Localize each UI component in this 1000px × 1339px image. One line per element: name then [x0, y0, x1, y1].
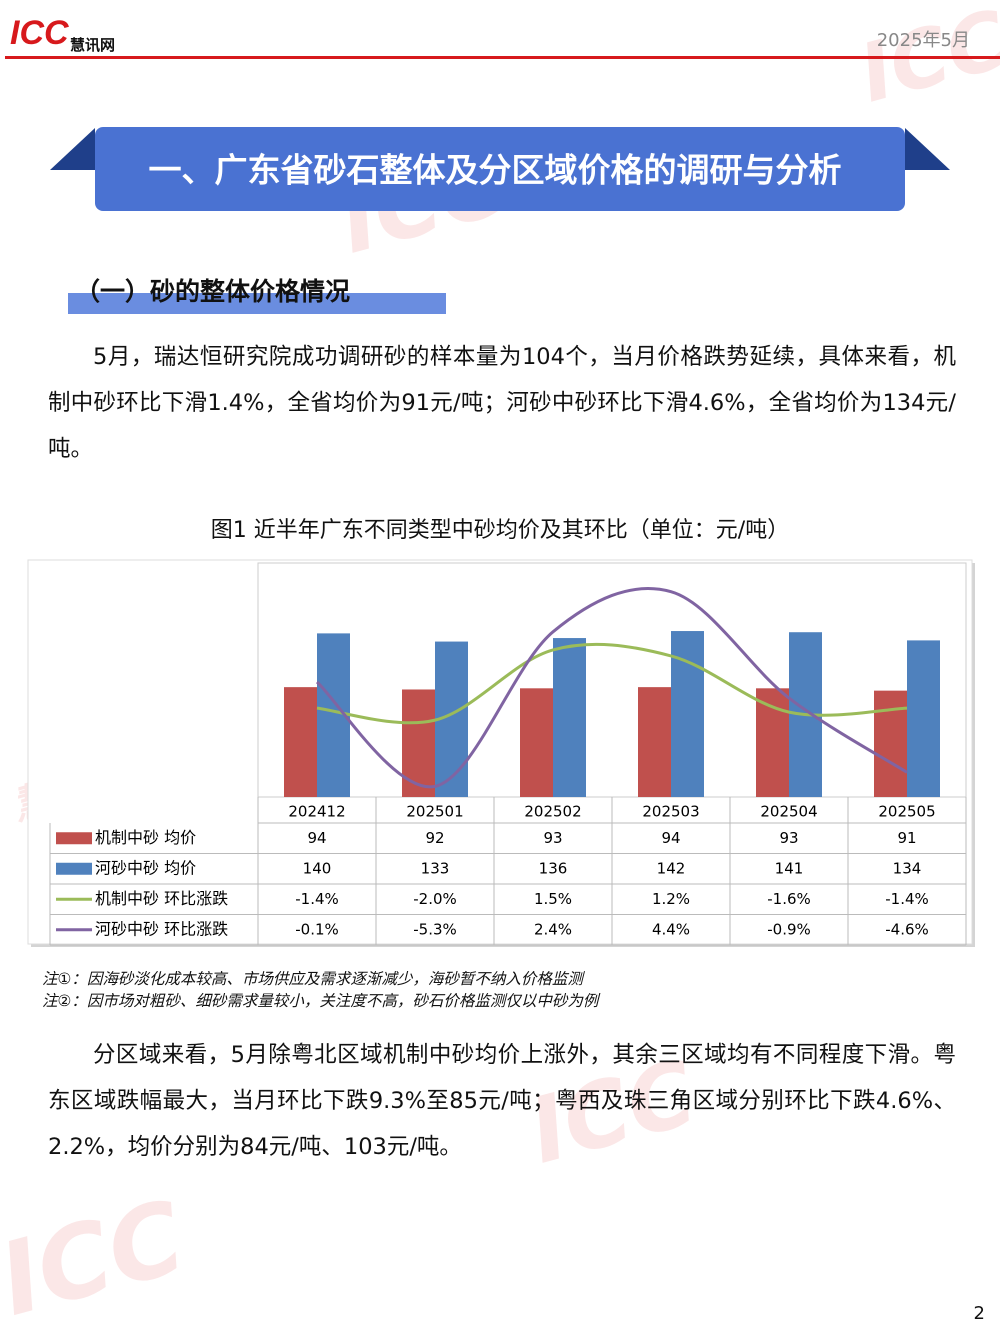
- legend-swatch: [56, 832, 92, 845]
- legend-swatch: [56, 862, 92, 875]
- table-cell: 142: [657, 859, 686, 877]
- table-cell: -5.3%: [413, 920, 457, 938]
- bar: [756, 688, 789, 797]
- logo-sub: 慧讯网: [70, 36, 116, 54]
- watermark: ICC: [0, 1178, 196, 1339]
- chart: 202412 202501 202502 202503 202504 202505 机制中砂…: [27, 559, 975, 947]
- table-cell: -1.4%: [885, 890, 929, 908]
- header-date: 2025年5月: [876, 30, 970, 51]
- table-cell: -0.1%: [295, 920, 339, 938]
- table-cell: 141: [775, 859, 804, 877]
- table-cell: -0.9%: [767, 920, 811, 938]
- page-number: 2: [973, 1303, 985, 1324]
- section-title: 一、广东省砂石整体及分区域价格的调研与分析: [149, 151, 842, 190]
- table-cell: 4.4%: [652, 920, 690, 938]
- table-cell: -1.6%: [767, 890, 811, 908]
- table-cell: 94: [661, 829, 680, 847]
- table-cell: 93: [543, 829, 562, 847]
- subsection-title: （一）砂的整体价格情况: [75, 277, 351, 306]
- table-cell: -1.4%: [295, 890, 339, 908]
- paragraph: 5月，瑞达恒研究院成功调研砂的样本量为104个，当月价格跌势延续，具体来看，机制…: [48, 344, 956, 462]
- bar: [284, 687, 317, 797]
- x-tick-label: 202503: [642, 803, 699, 821]
- legend-label: 机制中砂 环比涨跌: [95, 889, 228, 908]
- note: 注②：因市场对粗砂、细砂需求量较小，关注度不高，砂石价格监测仅以中砂为例: [42, 992, 599, 1010]
- header-rule: [5, 56, 1000, 59]
- figure-title: 图1 近半年广东不同类型中砂均价及其环比（单位：元/吨）: [210, 518, 790, 543]
- table-cell: 2.4%: [534, 920, 572, 938]
- bar: [402, 689, 435, 797]
- subsection-bar: [68, 293, 446, 314]
- x-tick-label: 202505: [878, 803, 935, 821]
- table-cell: 93: [779, 829, 798, 847]
- table-cell: -2.0%: [413, 890, 457, 908]
- legend-label: 机制中砂 均价: [95, 828, 196, 847]
- legend-label: 河砂中砂 环比涨跌: [95, 919, 228, 938]
- bar: [907, 640, 940, 797]
- table-cell: 1.5%: [534, 890, 572, 908]
- bar: [874, 690, 907, 797]
- table-cell: 91: [897, 829, 916, 847]
- table-cell: 133: [421, 859, 450, 877]
- table-cell: -4.6%: [885, 920, 929, 938]
- table-cell: 92: [425, 829, 444, 847]
- bar: [638, 687, 671, 797]
- table-cell: 140: [303, 859, 332, 877]
- x-tick-label: 202502: [524, 803, 581, 821]
- banner: 一、广东省砂石整体及分区域价格的调研与分析: [50, 127, 950, 211]
- logo-main: ICC: [10, 14, 69, 52]
- paragraph: 分区域来看，5月除粤北区域机制中砂均价上涨外，其余三区域均有不同程度下滑。粤东区…: [48, 1042, 956, 1160]
- bar: [553, 638, 586, 797]
- line: [316, 642, 908, 725]
- notes: 注①：因海砂淡化成本较高、市场供应及需求逐渐减少，海砂暂不纳入价格监测 注②：因…: [42, 968, 598, 1012]
- table-cell: 134: [893, 859, 922, 877]
- x-tick-label: 202412: [288, 803, 345, 821]
- table-cell: 136: [539, 859, 568, 877]
- bar: [520, 688, 553, 797]
- legend-label: 河砂中砂 均价: [95, 858, 196, 877]
- table-cell: 1.2%: [652, 890, 690, 908]
- x-tick-label: 202501: [406, 803, 463, 821]
- line: [315, 587, 908, 789]
- table-cell: 94: [307, 829, 326, 847]
- x-tick-label: 202504: [760, 803, 817, 821]
- note: 注①：因海砂淡化成本较高、市场供应及需求逐渐减少，海砂暂不纳入价格监测: [42, 970, 583, 988]
